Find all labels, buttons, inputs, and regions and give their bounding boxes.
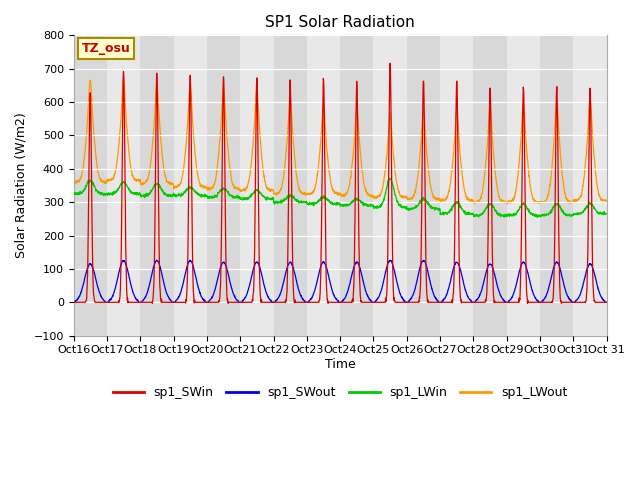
Bar	[407, 36, 440, 336]
Bar	[173, 36, 207, 336]
Bar	[440, 36, 474, 336]
Bar	[140, 36, 173, 336]
Bar	[474, 36, 507, 336]
Bar	[207, 36, 240, 336]
Bar	[74, 36, 107, 336]
X-axis label: Time: Time	[324, 358, 355, 371]
Title: SP1 Solar Radiation: SP1 Solar Radiation	[265, 15, 415, 30]
Bar	[240, 36, 273, 336]
Bar	[107, 36, 140, 336]
Text: TZ_osu: TZ_osu	[82, 42, 131, 55]
Bar	[573, 36, 607, 336]
Bar	[340, 36, 374, 336]
Legend: sp1_SWin, sp1_SWout, sp1_LWin, sp1_LWout: sp1_SWin, sp1_SWout, sp1_LWin, sp1_LWout	[108, 382, 573, 405]
Bar	[374, 36, 407, 336]
Bar	[273, 36, 307, 336]
Bar	[540, 36, 573, 336]
Bar	[307, 36, 340, 336]
Bar	[507, 36, 540, 336]
Y-axis label: Solar Radiation (W/m2): Solar Radiation (W/m2)	[15, 113, 28, 258]
